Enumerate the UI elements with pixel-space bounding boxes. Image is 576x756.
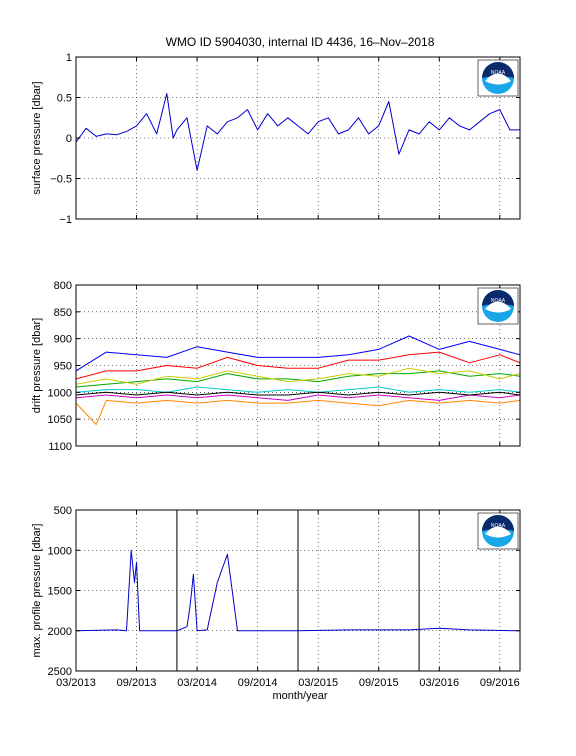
y-tick-label: 0.5 bbox=[57, 93, 72, 105]
series-line-7 bbox=[76, 391, 520, 396]
logo-text: NOAA bbox=[491, 523, 506, 529]
logo-top bbox=[482, 62, 514, 78]
panel-2: 800 850 900 950 1000 1050 1100 drift pressure [… bbox=[31, 280, 521, 453]
y-tick-label: 2500 bbox=[48, 666, 72, 678]
panel-3: 500 1000 1500 2000 2500 max. profile pressure… bbox=[31, 505, 521, 678]
series-line-5 bbox=[76, 386, 520, 393]
x-tick-label: 03/2016 bbox=[419, 677, 459, 689]
series-line-3 bbox=[76, 370, 520, 388]
series-line-4 bbox=[76, 367, 520, 385]
x-axis-label: month/year bbox=[272, 690, 327, 702]
series-group bbox=[76, 335, 520, 425]
series-group bbox=[76, 549, 520, 632]
y-tick-label: 950 bbox=[54, 361, 72, 373]
series-line-6 bbox=[76, 394, 520, 401]
x-tick-label: 03/2013 bbox=[56, 677, 96, 689]
y-tick-label: 1000 bbox=[48, 545, 72, 557]
logo-text: NOAA bbox=[491, 298, 506, 304]
y-tick-label: 1500 bbox=[48, 586, 72, 598]
y-axis-label: max. profile pressure [dbar] bbox=[31, 524, 43, 658]
y-tick-label: 800 bbox=[54, 280, 72, 292]
y-tick-label: 500 bbox=[54, 505, 72, 517]
figure-title: WMO ID 5904030, internal ID 4436, 16–Nov… bbox=[166, 35, 435, 49]
x-tick-label: 09/2016 bbox=[480, 677, 520, 689]
logo-gull bbox=[485, 73, 511, 85]
axes-frame bbox=[75, 284, 521, 447]
y-tick-label: −1 bbox=[59, 214, 72, 226]
panel-1: −1 −0.5 0 0.5 1 surface pressure [dbar] NOAA bbox=[31, 52, 521, 226]
series-line-1 bbox=[76, 335, 520, 372]
y-tick-label: 900 bbox=[54, 334, 72, 346]
axes-frame bbox=[75, 56, 521, 220]
y-tick-label: 1 bbox=[66, 52, 72, 64]
y-tick-label: −0.5 bbox=[50, 174, 72, 186]
series-line-1 bbox=[76, 549, 520, 632]
noaa-logo: NOAA bbox=[477, 287, 519, 325]
series-line-1 bbox=[76, 93, 520, 171]
logo-top bbox=[482, 290, 514, 306]
logo-text: NOAA bbox=[491, 70, 506, 76]
y-axis-label: drift pressure [dbar] bbox=[31, 318, 43, 413]
x-tick-label: 03/2014 bbox=[177, 677, 217, 689]
logo-top bbox=[482, 515, 514, 531]
y-tick-label: 1050 bbox=[48, 414, 72, 426]
series-line-2 bbox=[76, 351, 520, 380]
y-tick-label: 1000 bbox=[48, 387, 72, 399]
x-tick-label: 09/2014 bbox=[238, 677, 278, 689]
y-tick-label: 2000 bbox=[48, 626, 72, 638]
x-tick-label: 09/2013 bbox=[117, 677, 157, 689]
x-tick-label: 09/2015 bbox=[359, 677, 399, 689]
series-line-8 bbox=[76, 399, 520, 425]
y-tick-label: 850 bbox=[54, 307, 72, 319]
noaa-logo: NOAA bbox=[477, 59, 519, 97]
series-group bbox=[76, 93, 520, 171]
y-tick-label: 0 bbox=[66, 133, 72, 145]
logo-gull bbox=[485, 301, 511, 313]
logo-gull bbox=[485, 526, 511, 538]
y-axis-label: surface pressure [dbar] bbox=[31, 81, 43, 194]
noaa-logo: NOAA bbox=[477, 512, 519, 550]
y-tick-label: 1100 bbox=[48, 441, 72, 453]
x-tick-label: 03/2015 bbox=[298, 677, 338, 689]
